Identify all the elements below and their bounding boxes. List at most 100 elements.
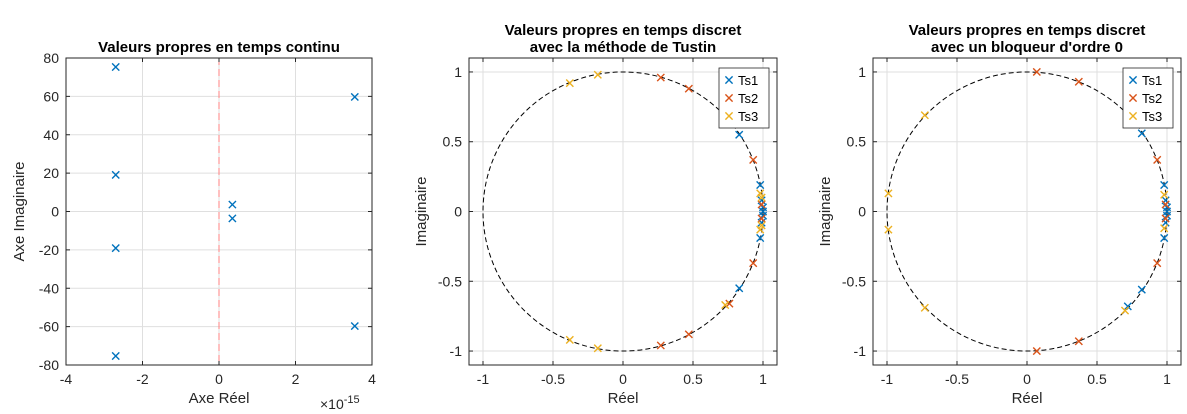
data-point-marker xyxy=(565,335,574,344)
x-axis-label: Réel xyxy=(1012,390,1043,407)
x-tick-label: 0 xyxy=(1023,371,1031,387)
y-tick-label: -1 xyxy=(450,343,463,359)
legend-label: Ts2 xyxy=(738,91,758,106)
y-tick-label: 20 xyxy=(43,165,59,181)
data-point-marker xyxy=(1153,259,1162,268)
legend-marker xyxy=(724,111,734,121)
y-axis-label: Imaginaire xyxy=(817,176,834,246)
x-tick-label: 4 xyxy=(368,371,376,387)
legend-label: Ts3 xyxy=(738,109,758,124)
x-tick-label: 0 xyxy=(619,371,627,387)
series-ts3 xyxy=(565,70,766,353)
x-tick-label: -2 xyxy=(136,371,149,387)
data-point-marker xyxy=(1137,285,1146,294)
data-point-marker xyxy=(920,111,929,120)
legend: Ts1 Ts2 Ts3 xyxy=(1122,67,1174,129)
data-point-marker xyxy=(656,341,665,350)
legend-label: Ts1 xyxy=(1142,73,1162,88)
data-point-marker xyxy=(757,214,766,223)
data-point-marker xyxy=(684,330,693,339)
data-point-marker xyxy=(735,284,744,293)
data-point-marker xyxy=(111,170,120,179)
data-point-marker xyxy=(757,200,766,209)
series-ts2 xyxy=(1032,67,1170,356)
data-point-marker xyxy=(756,180,765,190)
y-axis-label: Axe Imaginaire xyxy=(11,161,28,261)
data-point-marker xyxy=(1160,190,1169,199)
x-tick-label: 0 xyxy=(215,371,223,387)
x-tick-label: -4 xyxy=(60,371,73,387)
x-tick-label: -0.5 xyxy=(945,371,969,387)
y-tick-label: -40 xyxy=(39,280,59,296)
data-point-marker xyxy=(749,259,758,268)
chart-title: Valeurs propres en temps discret xyxy=(909,22,1146,39)
chart-title: avec un bloqueur d'ordre 0 xyxy=(931,39,1123,56)
data-point-marker xyxy=(111,62,120,72)
data-point-marker xyxy=(111,351,120,361)
data-point-marker xyxy=(756,233,765,243)
y-tick-label: -20 xyxy=(39,242,59,258)
y-axis-label: Imaginaire xyxy=(413,176,430,246)
data-point-marker xyxy=(1160,233,1169,243)
y-tick-label: -0.5 xyxy=(842,273,866,289)
data-point-marker xyxy=(1161,200,1170,209)
data-point-marker xyxy=(228,214,237,223)
x-exponent-power: -15 xyxy=(344,394,360,406)
series-1 xyxy=(111,62,359,361)
legend-marker xyxy=(724,75,734,85)
chart-title: avec la méthode de Tustin xyxy=(530,39,716,56)
data-point-marker xyxy=(1161,214,1170,223)
legend-marker xyxy=(1128,93,1138,103)
data-point-marker xyxy=(350,321,359,331)
x-tick-label: 0.5 xyxy=(1087,371,1107,387)
data-point-marker xyxy=(111,244,120,253)
data-point-marker xyxy=(757,221,766,230)
data-point-marker xyxy=(1160,224,1169,233)
data-point-marker xyxy=(593,70,602,79)
y-tick-label: 0 xyxy=(858,204,866,220)
data-point-marker xyxy=(1137,129,1146,138)
data-point-marker xyxy=(684,84,693,93)
data-point-marker xyxy=(1160,180,1169,190)
y-tick-label: 0 xyxy=(454,204,462,220)
x-tick-label: 1 xyxy=(1163,371,1171,387)
data-point-marker xyxy=(593,344,602,353)
legend-label: Ts2 xyxy=(1142,91,1162,106)
data-point-marker xyxy=(1123,302,1132,311)
data-point-marker xyxy=(1120,306,1130,315)
legend-marker xyxy=(724,93,734,103)
legend-label: Ts3 xyxy=(1142,109,1162,124)
data-point-marker xyxy=(565,79,574,88)
x-tick-label: -1 xyxy=(477,371,490,387)
data-point-marker xyxy=(1153,155,1162,164)
legend-marker xyxy=(1128,75,1138,85)
y-tick-label: -80 xyxy=(39,357,59,373)
data-point-marker xyxy=(228,200,237,209)
data-point-marker xyxy=(884,189,893,198)
chart-title: Valeurs propres en temps continu xyxy=(98,39,340,56)
legend-marker xyxy=(1128,111,1138,121)
data-point-marker xyxy=(735,130,744,139)
y-tick-label: -1 xyxy=(854,343,867,359)
y-tick-label: 60 xyxy=(43,88,59,104)
x-tick-label: 1 xyxy=(759,371,767,387)
data-point-marker xyxy=(1032,346,1041,356)
data-point-marker xyxy=(749,155,758,164)
data-point-marker xyxy=(350,92,359,102)
legend-label: Ts1 xyxy=(738,73,758,88)
chart-panel-3: -1 -0.5 0 0.5 1 -1 -0.5 0 0.5 1 Réel Imaginaire Vale… xyxy=(817,22,1182,407)
x-axis-label: Réel xyxy=(608,390,639,407)
data-point-marker xyxy=(721,300,730,310)
data-point-marker xyxy=(920,303,929,312)
x-tick-label: -0.5 xyxy=(541,371,565,387)
y-tick-label: 0.5 xyxy=(847,134,867,150)
series-ts3 xyxy=(884,111,1169,315)
y-tick-label: 40 xyxy=(43,127,59,143)
y-tick-label: 0 xyxy=(51,204,59,220)
y-tick-label: 80 xyxy=(43,50,59,66)
data-point-marker xyxy=(1074,337,1083,346)
x-axis-label: Axe Réel xyxy=(189,390,250,407)
data-point-marker xyxy=(1074,77,1083,86)
